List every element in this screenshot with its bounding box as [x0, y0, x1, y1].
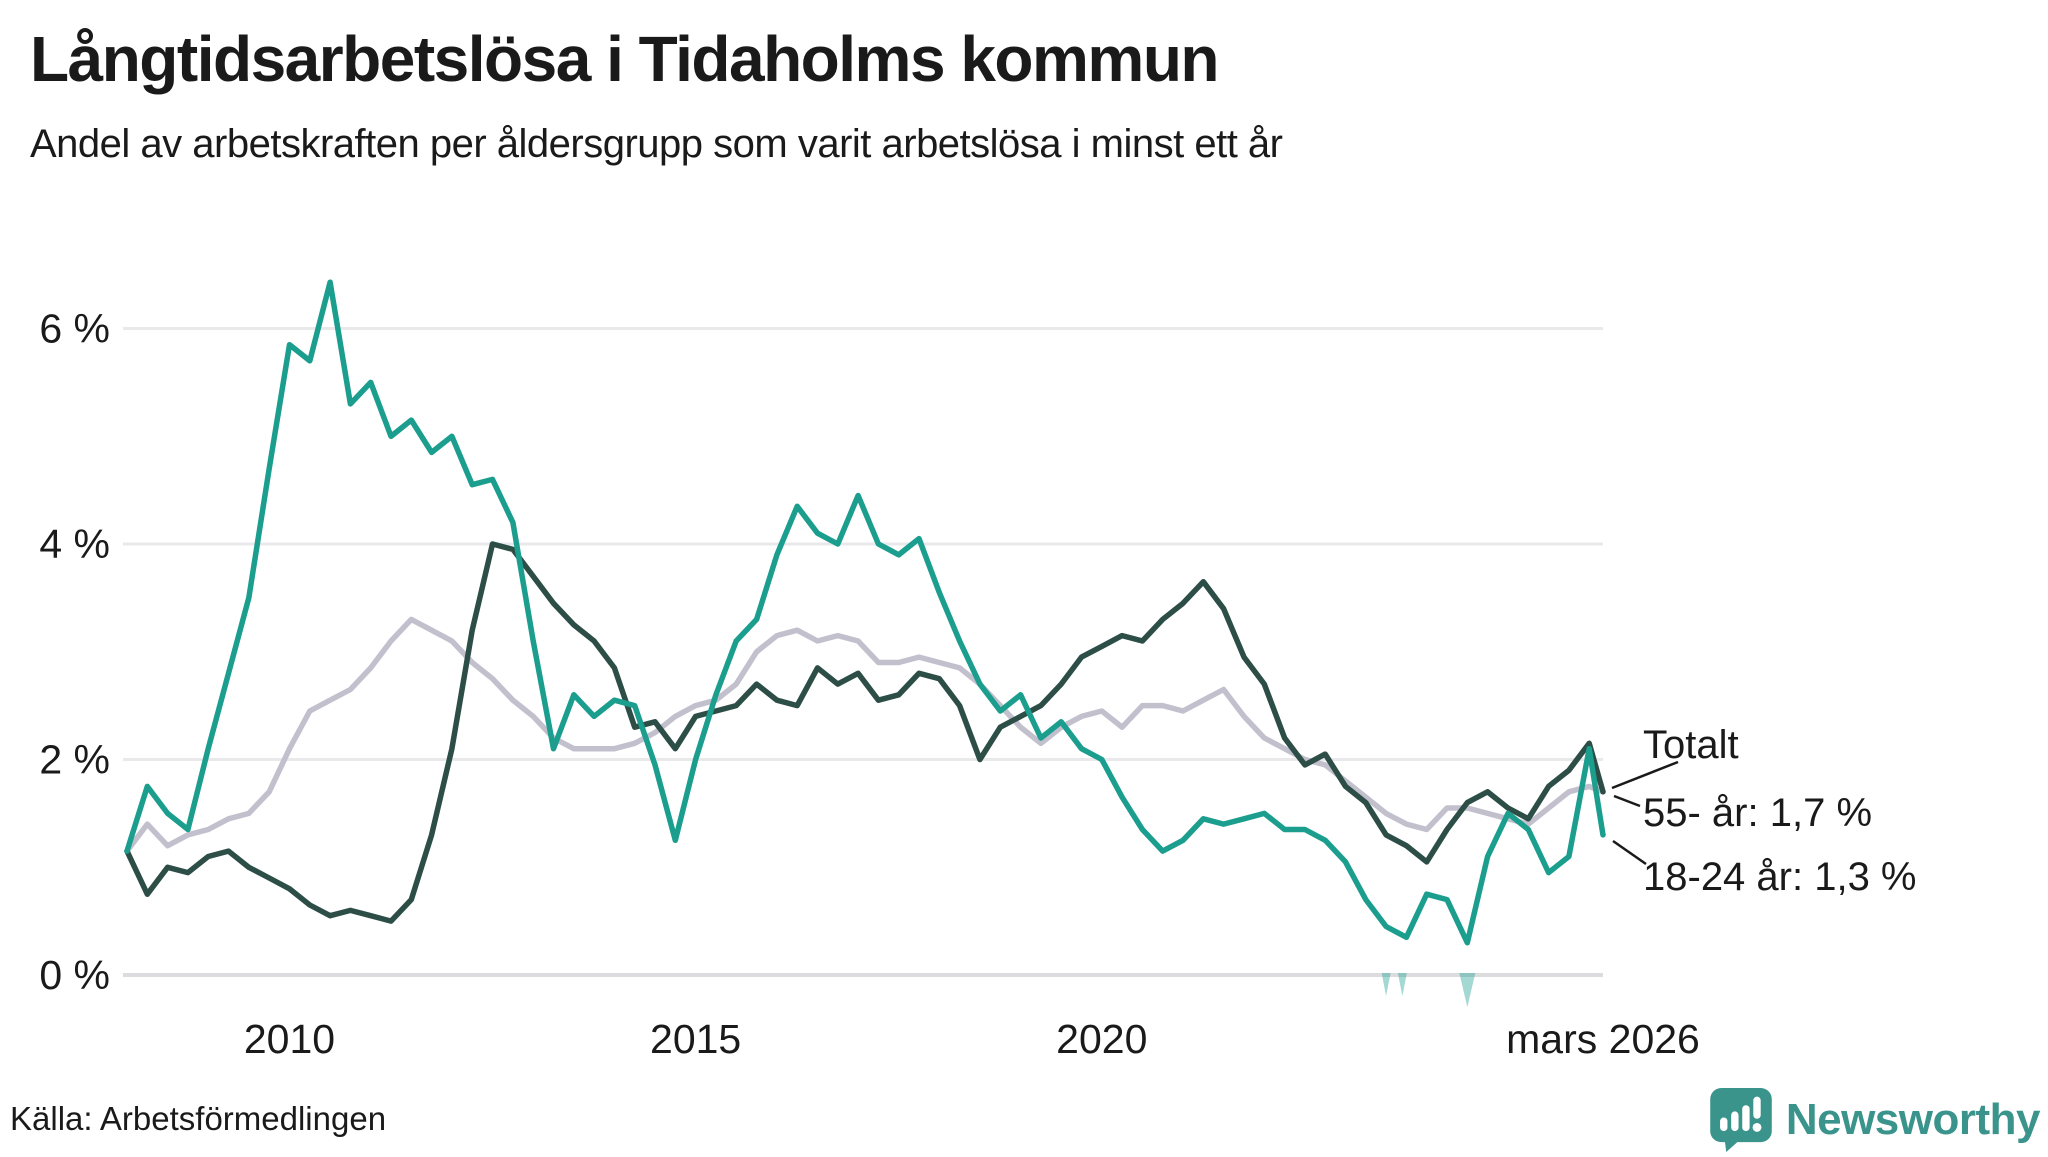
data-series — [124, 279, 1606, 1007]
series-line-18-24-r — [124, 279, 1606, 946]
series-annotations: Totalt 55- år: 1,7 % 18-24 år: 1,3 % — [1611, 723, 1917, 899]
page-subtitle: Andel av arbetskraften per åldersgrupp s… — [30, 122, 1283, 166]
series-line-Totalt — [124, 616, 1606, 854]
leader-line-older — [1613, 794, 1641, 808]
x-tick-label: mars 2026 — [1506, 1016, 1700, 1062]
x-tick-label: 2010 — [244, 1016, 335, 1062]
brand-wordmark: Newsworthy — [1785, 1095, 2041, 1144]
underflow-mark — [1381, 973, 1391, 996]
source-note: Källa: Arbetsförmedlingen — [10, 1100, 387, 1137]
series-line-55--r — [124, 541, 1606, 924]
leader-line-youth — [1612, 839, 1647, 866]
y-tick-label: 2 % — [39, 737, 110, 783]
brand-footer: Newsworthy — [1710, 1088, 2041, 1152]
annotation-older: 55- år: 1,7 % — [1643, 791, 1872, 835]
logo-bubble-shape — [1710, 1088, 1772, 1152]
x-tick-label: 2015 — [650, 1016, 741, 1062]
annotation-youth: 18-24 år: 1,3 % — [1643, 855, 1917, 899]
underflow-mark — [1459, 973, 1476, 1007]
x-tick-label: 2020 — [1056, 1016, 1147, 1062]
gridlines — [123, 327, 1603, 977]
annotation-total: Totalt — [1643, 723, 1739, 767]
underflow-mark — [1397, 973, 1407, 996]
y-tick-label: 0 % — [39, 952, 110, 998]
page-title: Långtidsarbetslösa i Tidaholms kommun — [30, 23, 1220, 95]
y-tick-label: 4 % — [39, 521, 110, 567]
axis-ticks: 0 % 2 % 4 % 6 % 2010 2015 2020 mars 2026 — [39, 306, 1700, 1063]
leader-line-total — [1611, 760, 1679, 790]
y-tick-label: 6 % — [39, 306, 110, 352]
newsworthy-logo-icon — [1710, 1088, 1772, 1152]
